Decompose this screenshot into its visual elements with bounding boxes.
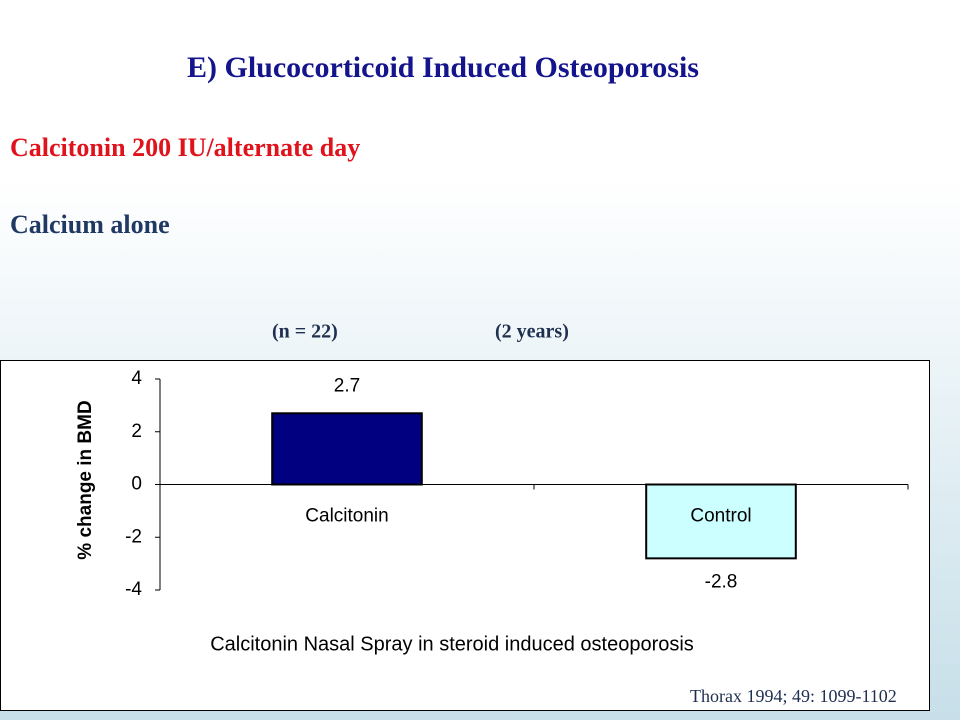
- y-tick-label: -4: [125, 579, 142, 600]
- plot: -4 -2 0 2 4 2.7 Calcitonin -2.8 Control: [125, 368, 909, 600]
- x-tick-label: Control: [690, 506, 751, 527]
- x-tick-label: Calcitonin: [305, 506, 388, 527]
- y-tick-label: 4: [131, 368, 142, 389]
- control-line: Calcium alone: [10, 210, 170, 239]
- y-tick-label: -2: [125, 526, 142, 547]
- citation: Thorax 1994; 49: 1099-1102: [690, 686, 897, 706]
- value-label: 2.7: [334, 375, 360, 396]
- sample-size: (n = 22): [272, 321, 338, 343]
- y-tick-label: 0: [131, 474, 142, 495]
- bar: [645, 483, 797, 560]
- bar: [271, 412, 423, 486]
- slide-title: E) Glucocorticoid Induced Osteoporosis: [187, 51, 699, 84]
- value-label: -2.8: [705, 571, 738, 592]
- y-tick-label: 2: [131, 421, 142, 442]
- treatment-line: Calcitonin 200 IU/alternate day: [10, 133, 360, 162]
- chart-caption: Calcitonin Nasal Spray in steroid induce…: [210, 633, 694, 655]
- duration: (2 years): [495, 321, 569, 343]
- y-axis-label: % change in BMD: [75, 400, 96, 559]
